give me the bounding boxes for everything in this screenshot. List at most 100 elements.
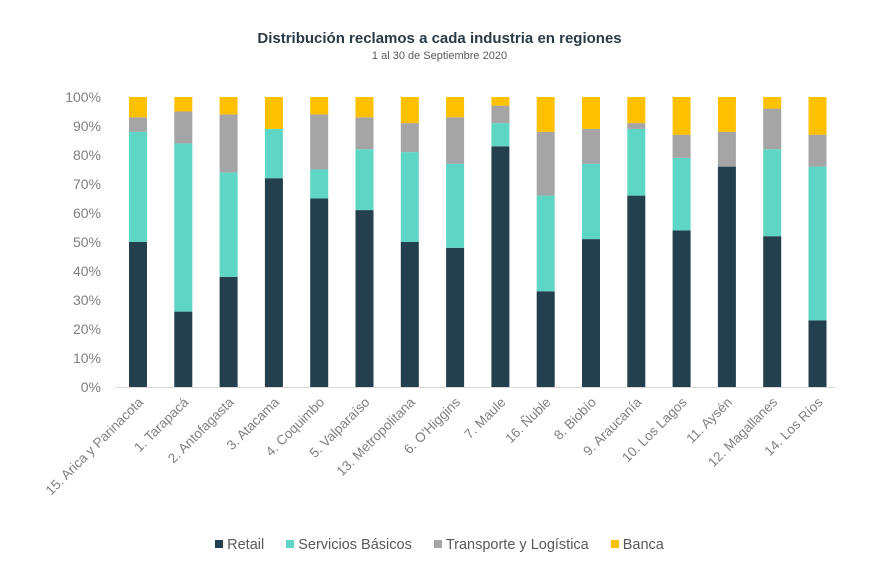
bar-segment-retail xyxy=(355,210,374,387)
bar-segment-retail xyxy=(264,178,283,387)
bars-group xyxy=(129,97,827,387)
bar-segment-servicios-b-sicos xyxy=(355,149,374,211)
bar-segment-retail xyxy=(310,198,329,387)
bar-segment-banca xyxy=(491,97,510,106)
bar-segment-retail xyxy=(582,239,600,387)
legend-swatch xyxy=(286,540,295,548)
bar-segment-retail xyxy=(763,236,782,387)
bar-segment-banca xyxy=(174,97,193,112)
bar-segment-transporte-y-log-stica xyxy=(129,117,147,132)
bar-segment-servicios-b-sicos xyxy=(491,123,510,147)
bar-stack xyxy=(536,97,555,387)
y-tick-label: 10% xyxy=(73,350,101,366)
bar-segment-servicios-b-sicos xyxy=(627,128,646,196)
bar-segment-retail xyxy=(536,291,555,387)
bar-segment-retail xyxy=(627,195,646,387)
y-tick-label: 20% xyxy=(73,321,101,337)
bar-stack xyxy=(446,97,465,387)
legend-swatch xyxy=(215,540,224,548)
bar-stack xyxy=(491,97,510,387)
chart-subtitle: 1 al 30 de Septiembre 2020 xyxy=(371,50,508,62)
legend-item: Retail xyxy=(215,537,264,553)
bar-segment-retail xyxy=(174,311,193,387)
bar-segment-servicios-b-sicos xyxy=(536,195,555,292)
bar-stack xyxy=(808,97,827,387)
bar-segment-retail xyxy=(446,247,465,387)
legend-label: Banca xyxy=(622,537,664,553)
legend-item: Banca xyxy=(610,537,664,553)
legend-label: Servicios Básicos xyxy=(298,537,412,553)
bar-segment-retail xyxy=(219,276,238,387)
bar-segment-servicios-b-sicos xyxy=(582,163,600,240)
y-tick-label: 90% xyxy=(73,118,101,134)
bar-segment-banca xyxy=(400,97,419,124)
y-tick-label: 0% xyxy=(81,379,101,395)
y-tick-label: 70% xyxy=(73,176,101,192)
x-tick-label: 15. Arica y Parinacota xyxy=(43,394,147,498)
bar-segment-retail xyxy=(129,242,147,387)
bar-segment-retail xyxy=(491,146,510,387)
bar-segment-retail xyxy=(717,166,736,387)
bar-segment-banca xyxy=(536,97,555,132)
chart-title: Distribución reclamos a cada industria e… xyxy=(257,30,622,47)
bar-stack xyxy=(717,97,736,387)
legend: Retail Servicios Básicos Transporte y Logí… xyxy=(0,537,879,553)
bar-stack xyxy=(174,97,193,387)
y-tick-label: 100% xyxy=(65,89,101,105)
bar-segment-transporte-y-log-stica xyxy=(491,105,510,124)
bar-segment-banca xyxy=(808,97,827,135)
bar-segment-retail xyxy=(400,242,419,387)
bar-segment-transporte-y-log-stica xyxy=(536,131,555,196)
bar-stack xyxy=(627,97,646,387)
bar-segment-banca xyxy=(310,97,329,115)
bar-segment-banca xyxy=(627,97,646,124)
bar-stack xyxy=(129,97,147,387)
bar-segment-banca xyxy=(219,97,238,115)
x-tick-label: 16. Ñuble xyxy=(502,395,553,446)
legend-item: Servicios Básicos xyxy=(286,537,412,553)
bar-segment-transporte-y-log-stica xyxy=(446,117,465,164)
legend-label: Transporte y Logística xyxy=(445,537,589,553)
bar-segment-retail xyxy=(808,320,827,387)
bar-segment-transporte-y-log-stica xyxy=(400,123,419,153)
bar-segment-servicios-b-sicos xyxy=(672,157,691,231)
bar-stack xyxy=(400,97,419,387)
bar-segment-servicios-b-sicos xyxy=(219,172,238,277)
y-tick-label: 40% xyxy=(73,263,101,279)
bar-stack xyxy=(763,97,782,387)
bar-segment-banca xyxy=(717,97,736,132)
bar-segment-servicios-b-sicos xyxy=(763,149,782,237)
bar-segment-servicios-b-sicos xyxy=(264,128,283,179)
bar-segment-transporte-y-log-stica xyxy=(355,117,374,150)
bar-stack xyxy=(264,97,283,387)
bar-segment-servicios-b-sicos xyxy=(808,166,827,321)
bar-segment-servicios-b-sicos xyxy=(129,131,147,242)
x-tick-label: 13. Metropolitana xyxy=(334,394,419,479)
legend-swatch xyxy=(433,540,442,548)
bar-stack xyxy=(310,97,329,387)
bar-segment-transporte-y-log-stica xyxy=(672,134,691,158)
bar-segment-transporte-y-log-stica xyxy=(763,108,782,150)
bar-segment-transporte-y-log-stica xyxy=(717,131,736,167)
bar-segment-transporte-y-log-stica xyxy=(808,134,827,167)
legend-label: Retail xyxy=(227,537,265,553)
bar-segment-banca xyxy=(763,97,782,109)
y-tick-label: 60% xyxy=(73,205,101,221)
bar-stack xyxy=(219,97,238,387)
stacked-bar-chart: 0% 10% 20% 30% 40% 50% 60% 70% 80% 90% 100% 15. Ar… xyxy=(43,89,835,498)
bar-segment-banca xyxy=(355,97,374,118)
bar-stack xyxy=(582,97,600,387)
bar-segment-banca xyxy=(672,97,691,135)
legend-swatch xyxy=(610,540,619,548)
bar-segment-transporte-y-log-stica xyxy=(219,114,238,173)
y-axis: 0% 10% 20% 30% 40% 50% 60% 70% 80% 90% 100% xyxy=(65,89,101,395)
y-tick-label: 30% xyxy=(73,292,101,308)
bar-segment-banca xyxy=(129,97,147,118)
bar-segment-servicios-b-sicos xyxy=(310,169,329,199)
bar-segment-transporte-y-log-stica xyxy=(174,111,193,144)
bar-segment-retail xyxy=(672,230,691,387)
y-tick-label: 50% xyxy=(73,234,101,250)
bar-segment-servicios-b-sicos xyxy=(400,152,419,242)
legend-item: Transporte y Logística xyxy=(433,537,589,553)
